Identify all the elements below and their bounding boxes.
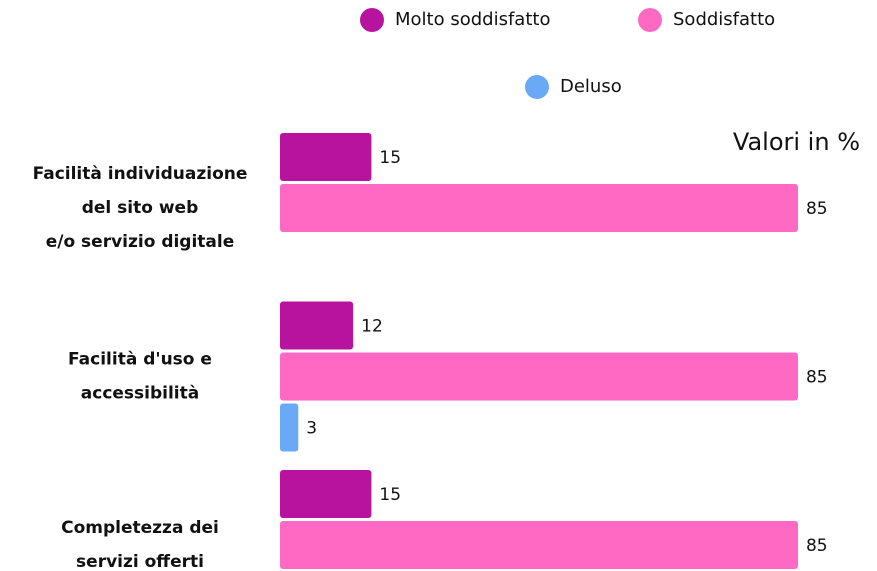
value-label: 85 bbox=[806, 199, 828, 219]
legend-marker bbox=[638, 8, 662, 32]
bar bbox=[280, 521, 798, 569]
legend-marker bbox=[360, 8, 384, 32]
bar bbox=[280, 184, 798, 232]
bar bbox=[280, 301, 354, 350]
bar bbox=[280, 133, 372, 181]
category-label: servizi offerti bbox=[76, 552, 204, 571]
category-label: Facilità d'uso e bbox=[68, 350, 212, 370]
annotation: Valori in % bbox=[733, 128, 860, 156]
value-label: 85 bbox=[806, 536, 828, 556]
value-label: 3 bbox=[306, 419, 317, 439]
legend-label: Molto soddisfatto bbox=[395, 9, 550, 30]
category-label: del sito web bbox=[82, 198, 199, 218]
category-label: Facilità individuazione bbox=[33, 164, 248, 184]
category-label: accessibilità bbox=[81, 384, 199, 404]
category-label: e/o servizio digitale bbox=[46, 232, 235, 252]
bar bbox=[280, 403, 299, 452]
legend-label: Soddisfatto bbox=[673, 9, 775, 30]
bar bbox=[280, 470, 372, 518]
bar bbox=[280, 352, 798, 401]
value-label: 15 bbox=[379, 148, 401, 168]
legend-marker bbox=[525, 75, 549, 99]
value-label: 85 bbox=[806, 368, 828, 388]
value-label: 12 bbox=[361, 317, 383, 337]
value-label: 15 bbox=[379, 485, 401, 505]
category-label: Completezza dei bbox=[61, 518, 219, 538]
legend-label: Deluso bbox=[560, 76, 622, 97]
